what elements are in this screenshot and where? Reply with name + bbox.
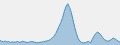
plot-area <box>0 4 120 45</box>
background <box>0 0 120 45</box>
chart <box>0 0 120 45</box>
area-fill <box>0 4 120 45</box>
line <box>0 4 120 43</box>
